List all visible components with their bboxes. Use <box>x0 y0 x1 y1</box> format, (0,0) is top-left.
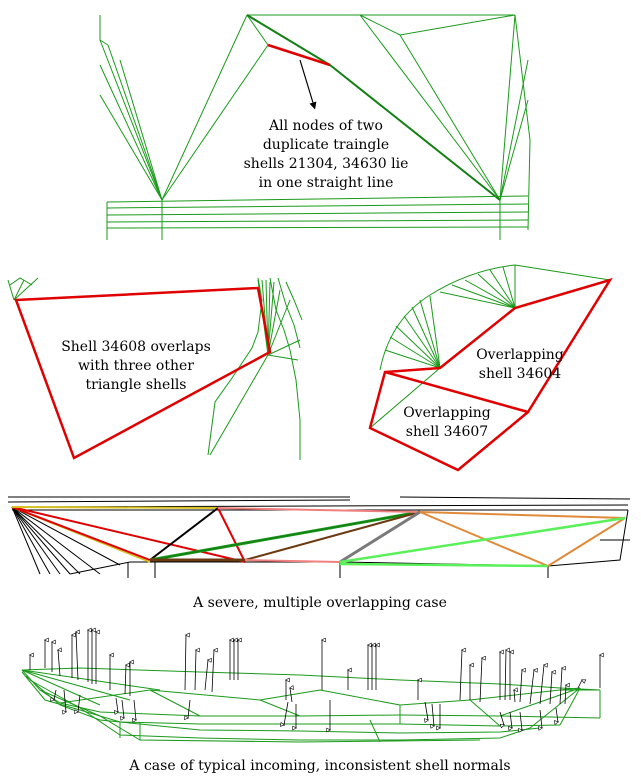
panel2-line-3: triangle shells <box>85 377 187 393</box>
overlapping-shells-red <box>368 277 613 472</box>
normal-arrow <box>124 662 130 695</box>
caption-severe: A severe, multiple overlapping case <box>193 595 447 611</box>
label-shell-34604: Overlapping shell 34604 <box>466 346 574 384</box>
panel1-line-1: All nodes of two <box>269 118 383 134</box>
normal-arrow <box>577 679 587 689</box>
normal-arrow <box>211 647 218 693</box>
normal-arrow <box>539 662 548 705</box>
normal-arrow <box>508 711 514 731</box>
normal-arrow <box>194 647 200 691</box>
normal-arrow <box>518 711 524 733</box>
panel-shell-normals <box>21 627 604 743</box>
normal-arrow <box>554 707 560 725</box>
normal-arrow <box>132 699 138 723</box>
caption-normals: A case of typical incoming, inconsistent… <box>129 758 511 774</box>
normal-arrow <box>529 668 538 705</box>
panel1-line-3: shells 21304, 34630 lie <box>243 156 409 172</box>
panel1-annotation: All nodes of two duplicate traingle shel… <box>240 117 412 193</box>
normal-arrow <box>114 697 120 715</box>
panel2-line-2: with three other <box>78 358 194 374</box>
panel1-line-4: in one straight line <box>258 175 394 191</box>
normal-arrow <box>74 629 80 681</box>
normal-arrow <box>430 703 436 729</box>
normal-arrow <box>549 669 556 705</box>
normal-arrow <box>120 699 126 721</box>
label-34604-line-2: shell 34604 <box>478 366 562 382</box>
panel-overlap-three <box>7 277 303 460</box>
panel-collinear-duplicates <box>99 14 531 240</box>
normal-arrow <box>279 701 289 727</box>
label-34604-line-1: Overlapping <box>476 347 564 363</box>
normal-arrow <box>499 711 506 729</box>
normal-arrow <box>459 647 466 701</box>
panel2-line-1: Shell 34608 overlaps <box>61 339 211 355</box>
label-shell-34607: Overlapping shell 34607 <box>392 404 502 442</box>
label-34607-line-2: shell 34607 <box>405 424 489 440</box>
normal-arrow <box>504 647 510 701</box>
normal-arrow <box>184 699 191 720</box>
normal-arrow <box>184 632 190 691</box>
panel2-annotation: Shell 34608 overlaps with three other tr… <box>42 338 230 395</box>
normal-arrow <box>538 709 544 731</box>
normal-arrow <box>519 667 526 703</box>
normal-arrow <box>512 687 518 703</box>
normal-arrow <box>288 685 294 703</box>
normal-arrow <box>559 665 566 705</box>
panel-severe-overlap <box>7 496 631 578</box>
normal-arrow <box>204 657 212 691</box>
pointer-arrow <box>299 59 317 110</box>
normal-arrow <box>479 655 486 703</box>
normal-arrow <box>62 689 68 715</box>
normal-arrow <box>74 694 81 714</box>
normal-arrow <box>564 682 570 705</box>
normal-arrow <box>56 647 62 677</box>
normal-arrow <box>424 701 430 723</box>
shell-34608 <box>14 286 272 460</box>
panel1-line-2: duplicate traingle <box>262 137 390 153</box>
collinear-duplicate-shells <box>267 43 331 67</box>
label-34607-line-1: Overlapping <box>403 405 491 421</box>
normal-arrow <box>49 689 57 702</box>
